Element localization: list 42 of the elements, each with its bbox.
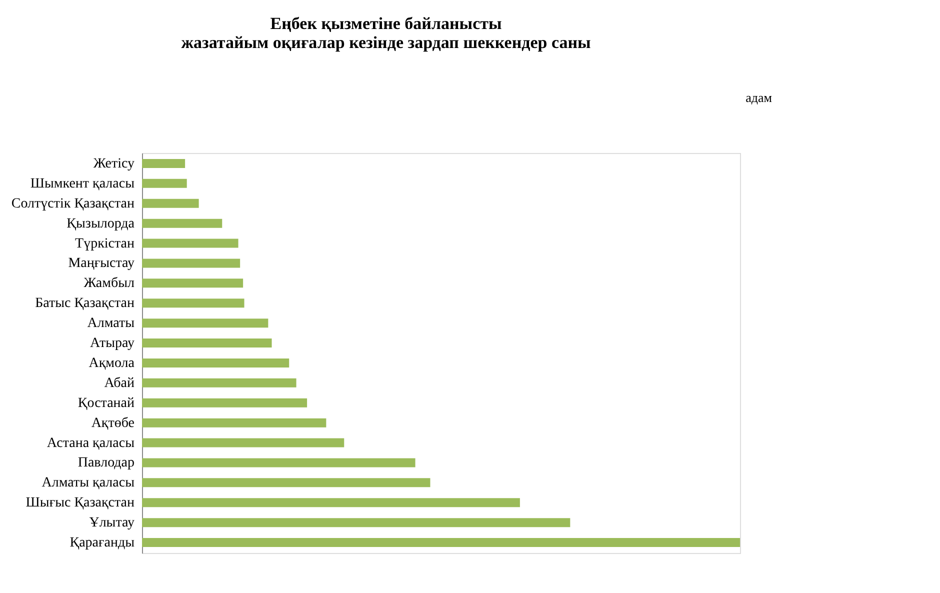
y-tick-label: Қарағанды: [70, 536, 136, 551]
y-tick-label: Батыс Қазақстан: [35, 296, 136, 312]
bar: [142, 178, 187, 188]
y-tick-label: Ұлытау: [89, 516, 134, 531]
y-tick-label: Жетісу: [93, 156, 134, 172]
y-tick-label: Ақтөбе: [91, 416, 134, 431]
y-tick-label: Алматы: [87, 316, 136, 332]
bar: [142, 278, 244, 288]
y-tick-label: Шымкент қаласы: [30, 176, 136, 192]
bar: [142, 398, 308, 408]
y-tick-label: Абай: [104, 376, 135, 391]
chart-title: Еңбек қызметіне байланысты жазатайым оқиғалар кезінде зардап шеккендер саны: [181, 14, 591, 52]
bar: [142, 258, 240, 268]
y-tick-label: Маңғыстау: [68, 256, 134, 272]
bar: [142, 418, 326, 428]
y-tick-label: Алматы қаласы: [42, 476, 136, 491]
text: адам: [746, 90, 772, 105]
y-tick-label: Ақмола: [88, 356, 136, 371]
bar: [142, 538, 740, 548]
bar: [142, 298, 244, 308]
bar: [142, 438, 344, 448]
y-tick-label: Қызылорда: [66, 216, 136, 232]
y-tick-label: Қостанай: [78, 396, 135, 411]
y-tick-label: Шығыс Қазақстан: [26, 496, 136, 511]
bar: [142, 518, 570, 528]
bar: [142, 338, 272, 348]
bar: [142, 218, 222, 228]
bar: [142, 318, 268, 328]
bar: [142, 158, 186, 168]
bar: [142, 498, 520, 508]
bar: [142, 378, 296, 388]
y-tick-label: Жамбыл: [84, 276, 134, 292]
bar: [142, 358, 290, 368]
bar: [142, 478, 430, 488]
y-tick-label: Түркістан: [75, 236, 136, 252]
y-tick-label: Павлодар: [78, 456, 134, 471]
y-tick-label: Солтүстік Қазақстан: [11, 196, 135, 212]
y-tick-label: Астана қаласы: [46, 436, 136, 451]
bar: [142, 238, 238, 248]
y-tick-label: Атырау: [90, 336, 134, 352]
bar: [142, 198, 199, 208]
bar: [142, 458, 416, 468]
